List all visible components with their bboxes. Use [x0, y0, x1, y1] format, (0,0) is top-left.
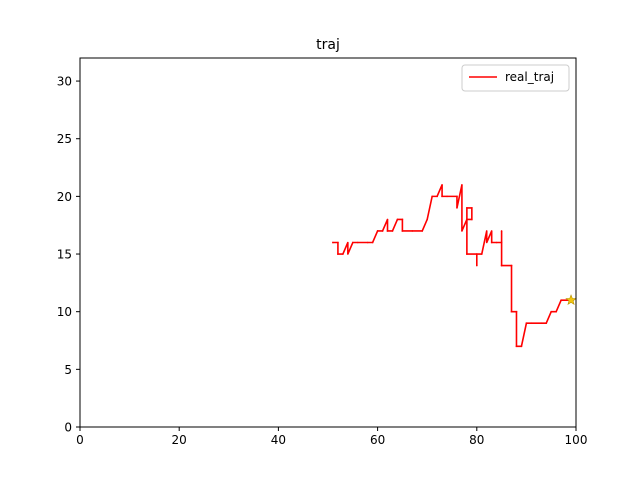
y-tick-label: 0 — [64, 421, 72, 435]
legend: real_traj — [461, 64, 570, 92]
y-tick-label: 15 — [57, 248, 72, 262]
series-point — [540, 322, 543, 325]
series-point — [560, 299, 562, 301]
series-point — [386, 230, 389, 232]
series-point — [356, 241, 359, 244]
series-point — [347, 241, 349, 244]
series-point — [352, 241, 354, 244]
x-tick-label: 40 — [271, 433, 286, 447]
y-tick-label: 30 — [57, 75, 72, 89]
series-point — [485, 230, 488, 232]
series-point — [530, 322, 533, 325]
series-point — [500, 241, 503, 244]
series-point — [476, 253, 478, 255]
y-tick-label: 25 — [57, 132, 72, 146]
series-point — [436, 195, 438, 198]
series-point — [500, 264, 503, 267]
series-point — [476, 264, 478, 267]
x-tick-label: 20 — [172, 433, 187, 447]
series-point — [366, 241, 369, 244]
y-axis-ticks: 0 5 10 15 20 25 30 — [57, 75, 80, 435]
series-point — [347, 253, 349, 255]
series-point — [555, 310, 557, 313]
series-point — [401, 230, 404, 232]
series-point — [495, 241, 498, 244]
series-point — [421, 230, 424, 232]
series-point — [401, 218, 404, 221]
chart-title: traj — [316, 37, 340, 53]
series-point — [500, 230, 503, 232]
x-tick-label: 60 — [370, 433, 385, 447]
series-point — [391, 230, 394, 232]
end-star-marker — [565, 294, 577, 306]
series-point — [520, 345, 523, 348]
plot-area-frame — [79, 57, 577, 428]
series-point — [396, 218, 399, 221]
y-tick-label: 10 — [57, 305, 72, 319]
series-point — [332, 241, 334, 244]
series-point — [411, 230, 414, 232]
series-point — [386, 218, 389, 221]
series-point — [466, 218, 468, 221]
series-points — [332, 184, 572, 348]
series-point — [471, 207, 473, 209]
series-point — [381, 230, 384, 232]
series-point — [426, 218, 429, 221]
series-point — [550, 310, 552, 313]
series-point — [490, 241, 493, 244]
y-tick-label: 5 — [64, 363, 72, 377]
legend-entry-label: real_traj — [505, 70, 554, 84]
series-point — [441, 184, 443, 186]
series-point — [510, 310, 513, 313]
series-point — [446, 195, 448, 198]
series-point — [471, 218, 473, 221]
series-point — [545, 322, 548, 325]
series-point — [490, 230, 493, 232]
series-point — [376, 230, 379, 232]
x-tick-label: 0 — [76, 433, 84, 447]
series-point — [515, 310, 518, 313]
series-point — [525, 322, 528, 325]
series-point — [461, 184, 463, 186]
series-point — [515, 345, 518, 348]
x-tick-label: 80 — [469, 433, 484, 447]
series-point — [371, 241, 374, 244]
series-point — [510, 264, 513, 267]
series-point — [456, 207, 458, 209]
y-tick-label: 20 — [57, 190, 72, 204]
series-point — [485, 241, 488, 244]
series-point — [466, 253, 468, 255]
series-point — [441, 195, 443, 198]
series-point — [456, 195, 458, 198]
series-point — [461, 230, 463, 232]
series-point — [337, 241, 339, 244]
series-point — [337, 253, 339, 255]
x-axis-ticks: 0 20 40 60 80 100 — [76, 427, 587, 447]
series-point — [431, 195, 433, 198]
series-point — [342, 253, 344, 255]
series-point — [480, 253, 483, 255]
x-tick-label: 100 — [565, 433, 588, 447]
series-point — [466, 207, 468, 209]
legend-box — [461, 64, 570, 92]
